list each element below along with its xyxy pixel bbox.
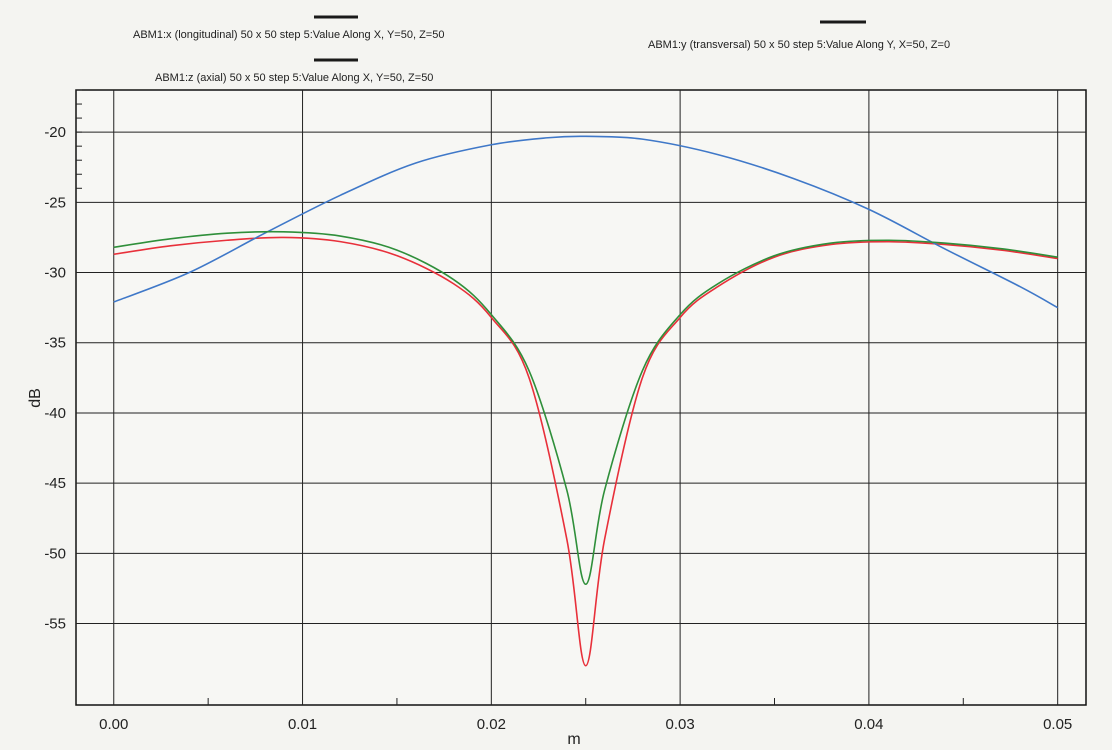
x-tick-label: 0.01: [288, 716, 317, 733]
y-tick-labels: -20 -25 -30 -35 -40 -45 -50 -55: [44, 124, 66, 632]
x-tick-label: 0.05: [1043, 716, 1072, 733]
y-tick-label: -55: [44, 616, 66, 633]
series-lines: [113, 135, 1059, 667]
series-line-z-axial: [113, 230, 1058, 586]
y-tick-label: -30: [44, 265, 66, 282]
legend-label-y-transversal: ABM1:y (transversal) 50 x 50 step 5:Valu…: [648, 39, 950, 51]
y-gridlines: [76, 131, 1086, 625]
x-gridlines: [113, 90, 1059, 705]
legend-label-z-axial: ABM1:z (axial) 50 x 50 step 5:Value Alon…: [155, 72, 433, 84]
y-tick-label: -35: [44, 335, 66, 352]
series-line-y-transversal: [113, 135, 1059, 309]
x-tick-label: 0.00: [99, 716, 128, 733]
y-tick-label: -50: [44, 545, 66, 562]
y-tick-label: -40: [44, 405, 66, 422]
x-tick-labels: 0.00 0.01 0.02 0.03 0.04 0.05: [99, 716, 1072, 733]
legend: ABM1:x (longitudinal) 50 x 50 step 5:Val…: [133, 15, 950, 84]
x-axis-title: m: [567, 731, 580, 748]
minor-ticks: [76, 89, 964, 705]
y-tick-label: -45: [44, 475, 66, 492]
legend-label-x-longitudinal: ABM1:x (longitudinal) 50 x 50 step 5:Val…: [133, 29, 444, 41]
x-tick-label: 0.02: [477, 716, 506, 733]
plot-area: [75, 89, 1087, 706]
y-tick-label: -20: [44, 124, 66, 141]
y-tick-label: -25: [44, 194, 66, 211]
x-tick-label: 0.04: [854, 716, 883, 733]
x-tick-label: 0.03: [666, 716, 695, 733]
series-line-x-longitudinal: [113, 236, 1058, 667]
y-axis-title: dB: [27, 388, 44, 408]
